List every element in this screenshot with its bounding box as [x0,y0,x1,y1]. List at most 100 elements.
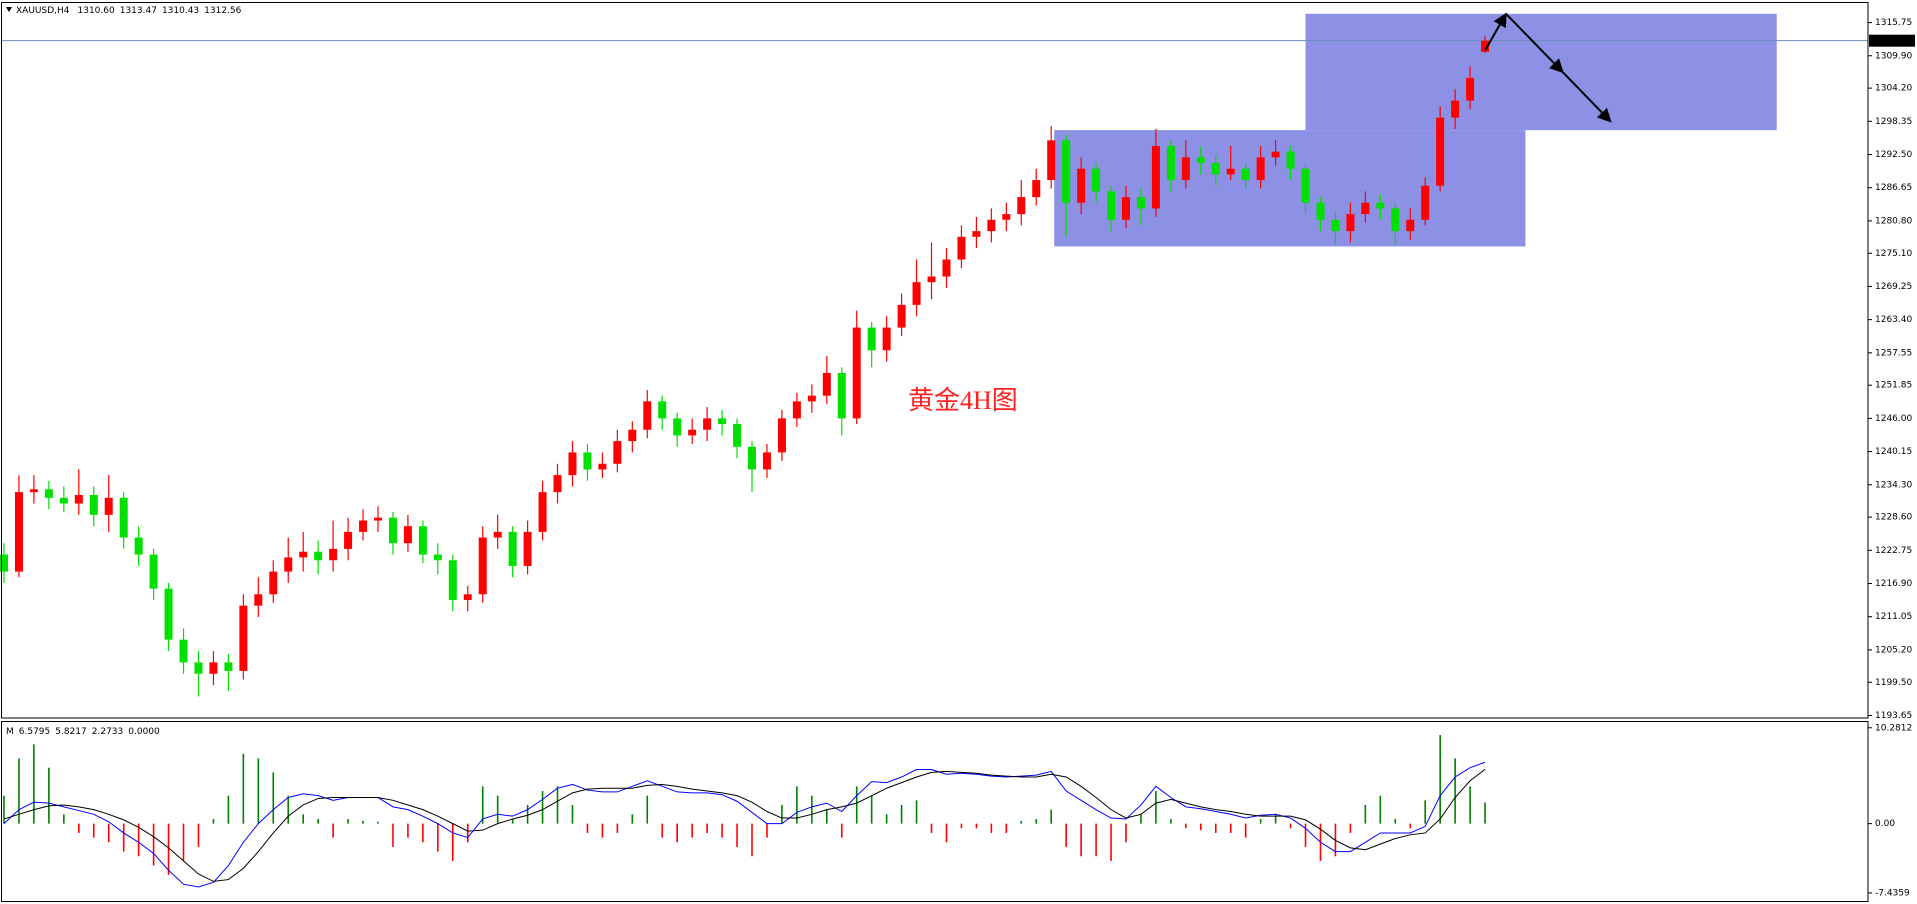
candle-body [1481,40,1490,52]
last-price-box [1869,34,1915,47]
candle-body [538,492,547,532]
y-tick-label: 1257.55 [1875,348,1912,358]
candle-body [1032,180,1041,198]
candle-body [359,520,368,532]
candle-body [1271,151,1280,158]
candle-body [224,662,233,671]
indicator-value: 5.8217 [55,727,87,737]
candle-body [688,429,697,436]
candle-body [882,327,891,351]
indicator-name: M [6,727,14,737]
y-tick-label: 1228.60 [1875,513,1912,523]
candle-body [1002,214,1011,220]
indicator-value: 6.5795 [19,727,51,737]
candle-body [299,551,308,558]
candle-body [478,537,487,595]
candle-body [972,231,981,237]
candle-body [403,526,412,544]
candle-body [1316,202,1325,220]
candle-body [568,452,577,476]
candle-body [1196,157,1205,164]
arrow [1484,12,1507,52]
candle-body [852,327,861,419]
candle-body [748,446,756,470]
indicator-value: 0.0000 [128,727,160,737]
candle-body [448,560,457,600]
candle-body [673,418,682,436]
candle-body [493,531,502,538]
candle-body [1451,100,1460,118]
candle-body [374,517,382,521]
candle-body [119,497,128,538]
y-tick-label: 1292.50 [1875,150,1912,160]
candle-body [957,236,966,260]
y-tick-label: 1275.10 [1875,249,1912,259]
indicator-panel: 10.2812 0.00 -7.4359 [3,723,1912,898]
candle-body [74,494,83,504]
zone [1305,13,1777,131]
candle-body [508,531,517,566]
y-tick-label: 1251.85 [1875,381,1912,391]
candle-body [583,452,592,470]
candle-body [912,282,921,305]
candle-body [1226,168,1235,175]
y-tick-label: 1246.00 [1875,414,1912,424]
candle-body [1062,140,1071,203]
candle-body [837,372,846,419]
menu-triangle[interactable] [6,7,12,12]
candle-body [239,605,248,671]
y-tick-label: 1304.20 [1875,84,1912,94]
candle-body [733,424,742,447]
indicator-header: M 6.5795 5.8217 2.2733 0.0000 [6,727,160,737]
indicator-line [3,761,1486,888]
candle-body [1211,163,1220,175]
candle-body [1376,202,1385,209]
y-tick-label: 1240.15 [1875,447,1912,457]
candle-body [643,401,652,430]
y-tick-label: 1263.40 [1875,315,1912,325]
candle-body [314,551,323,561]
y-tick-label: 1269.25 [1875,282,1912,292]
candle-body [942,259,951,277]
y-tick-label: 1222.75 [1875,546,1912,556]
main-header: XAUUSD,H4 1310.60 1313.47 1310.43 1312.56 [16,6,242,16]
candle-body [179,639,188,663]
candle-body [1107,191,1116,220]
main-frame [1,2,1869,719]
candle-body [254,594,263,606]
y-tick-label: 1298.35 [1875,117,1912,127]
candle-body [1077,168,1086,203]
annotation: 黄金4H图 [908,386,1018,415]
candle-body [1256,157,1265,181]
candle-body [777,418,786,453]
candle-body [194,662,203,674]
symbol: XAUUSD,H4 [16,6,70,16]
candle-body [149,554,158,589]
candle-body [1301,168,1310,203]
arrow [1505,13,1564,74]
candle-body [987,219,996,232]
candle-body [658,401,667,419]
candle-body [1436,117,1445,186]
y-tick-label: 1199.50 [1875,678,1912,688]
candle-body [927,276,936,283]
candle-body [164,588,173,640]
candle-body [553,475,562,493]
candle-body [1391,208,1400,232]
main-panel: 1315.75 1309.90 1304.20 1298.35 1292.50 1286.… [0,12,1915,721]
indicator-value: 2.2733 [92,727,124,737]
candle-body [1181,157,1190,181]
candle-body [1406,219,1415,232]
candle-body [329,548,338,561]
y-tick-label: 1211.05 [1875,612,1912,622]
y-tick-label: 1286.65 [1875,183,1912,193]
candle-body [822,372,831,396]
candle-body [418,526,427,555]
candle-body [792,401,801,419]
y-tick-label: 1309.90 [1875,51,1912,61]
y-tick-label: 1234.30 [1875,480,1912,490]
candle-body [1017,197,1026,215]
candle-body [0,554,8,572]
